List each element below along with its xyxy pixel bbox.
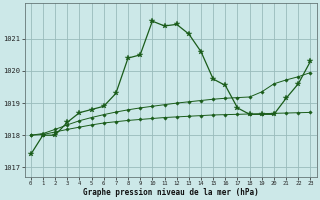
X-axis label: Graphe pression niveau de la mer (hPa): Graphe pression niveau de la mer (hPa)	[83, 188, 259, 197]
